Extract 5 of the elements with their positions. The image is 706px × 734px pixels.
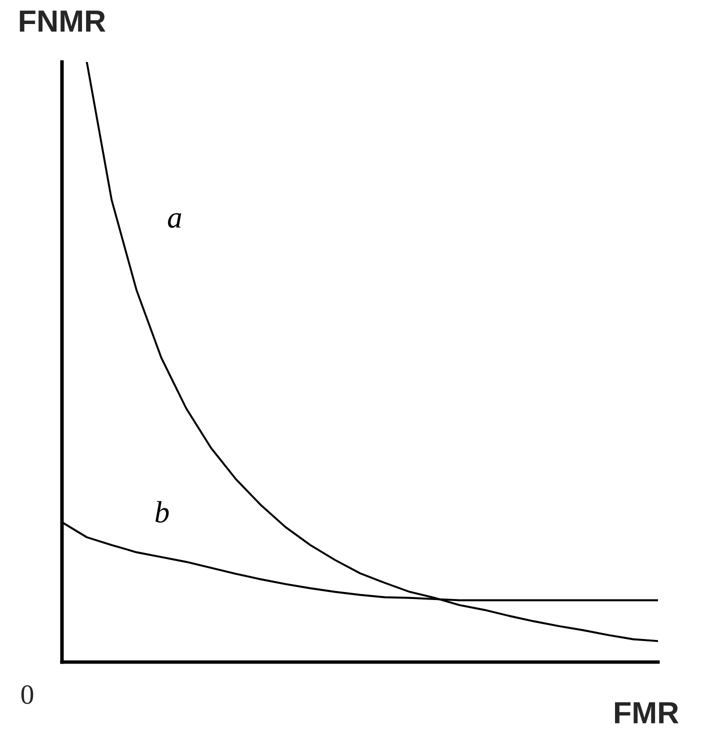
series-label: b	[156, 501, 169, 523]
x-axis-title: FMR	[615, 702, 679, 724]
y-axis-title: FNMR	[20, 10, 106, 32]
series-label: a	[168, 213, 182, 228]
text: 0	[21, 685, 34, 704]
